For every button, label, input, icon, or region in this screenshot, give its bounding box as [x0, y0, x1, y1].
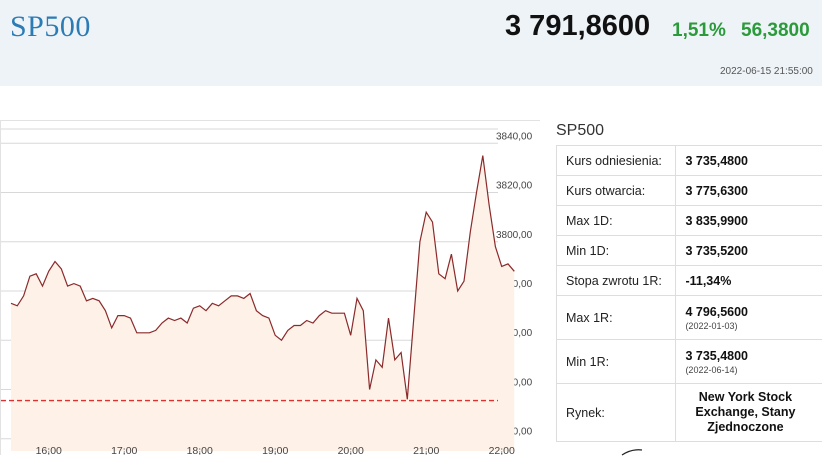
stats-table: Kurs odniesienia: 3 735,4800 Kurs otwarcia…: [555, 145, 822, 442]
stats-row: Kurs otwarcia: 3 775,6300: [555, 175, 822, 206]
stats-row: Stopa zwrotu 1R: -11,34%: [555, 265, 822, 296]
stats-value: 3 735,4800 (2022-06-14): [675, 339, 822, 384]
cursor-scribble: [621, 449, 643, 456]
stats-label: Stopa zwrotu 1R:: [555, 265, 676, 296]
last-price: 3 791,8600: [505, 10, 651, 42]
stats-row: Min 1R: 3 735,4800 (2022-06-14): [555, 339, 822, 384]
stats-label: Min 1D:: [555, 235, 676, 266]
stats-value: 3 735,4800: [675, 145, 822, 176]
stats-value-text: 3 835,9900: [685, 213, 748, 228]
change-absolute: 56,3800: [741, 20, 810, 41]
stats-label: Kurs otwarcia:: [555, 175, 676, 206]
stats-value: 3 735,5200: [675, 235, 822, 266]
stats-value-date: (2022-01-03): [685, 320, 738, 331]
stats-value: 3 835,9900: [675, 205, 822, 236]
y-tick-label: 3840,00: [496, 131, 533, 142]
stats-value: New York Stock Exchange, Stany Zjednoczo…: [675, 383, 822, 442]
stats-row: Kurs odniesienia: 3 735,4800: [555, 145, 822, 176]
change-percent: 1,51%: [672, 20, 726, 41]
stats-value-text: New York Stock Exchange, Stany Zjednoczo…: [695, 390, 796, 434]
stats-label: Rynek:: [555, 383, 676, 442]
stats-value-text: -11,34%: [685, 273, 732, 288]
price-line: [10, 155, 515, 400]
x-tick-label: 19:00: [262, 445, 288, 456]
stats-value: 3 775,6300: [675, 175, 822, 206]
intraday-chart[interactable]: 3720,003740,003760,003780,003800,003820,…: [0, 120, 541, 456]
stats-value-text: 3 735,4800: [685, 348, 748, 363]
x-tick-label: 20:00: [338, 445, 364, 456]
stats-value-text: 4 796,5600: [685, 304, 748, 319]
x-tick-label: 18:00: [187, 445, 213, 456]
stats-value-text: 3 735,4800: [685, 153, 748, 168]
y-tick-label: 3800,00: [496, 230, 533, 241]
stats-label: Min 1R:: [555, 339, 676, 384]
price-area: [11, 155, 515, 451]
x-tick-label: 21:00: [413, 445, 439, 456]
stats-row: Min 1D: 3 735,5200: [555, 235, 822, 266]
ticker-name: SP500: [10, 10, 91, 43]
stats-row: Max 1D: 3 835,9900: [555, 205, 822, 236]
stats-value-date: (2022-06-14): [685, 364, 738, 375]
quote-header: SP500 3 791,8600 1,51% 56,3800 2022-06-1…: [0, 0, 822, 86]
stats-value-text: 3 735,5200: [685, 243, 748, 258]
x-tick-label: 17:00: [111, 445, 137, 456]
stats-value: 4 796,5600 (2022-01-03): [675, 295, 822, 340]
x-tick-label: 22:00: [489, 445, 515, 456]
y-tick-label: 3820,00: [496, 181, 533, 192]
chart-svg[interactable]: 3720,003740,003760,003780,003800,003820,…: [1, 121, 541, 456]
stats-row: Rynek: New York Stock Exchange, Stany Zje…: [555, 383, 822, 442]
stats-label: Max 1R:: [555, 295, 676, 340]
stats-value-text: 3 775,6300: [685, 183, 748, 198]
y-tick-label: 3720,00: [496, 427, 533, 438]
x-tick-label: 16:00: [36, 445, 62, 456]
quote-timestamp: 2022-06-15 21:55:00: [720, 66, 813, 77]
sidebar-title: SP500: [556, 122, 605, 139]
stats-value: -11,34%: [675, 265, 822, 296]
stats-label: Kurs odniesienia:: [555, 145, 676, 176]
stats-row: Max 1R: 4 796,5600 (2022-01-03): [555, 295, 822, 340]
stats-label: Max 1D:: [555, 205, 676, 236]
